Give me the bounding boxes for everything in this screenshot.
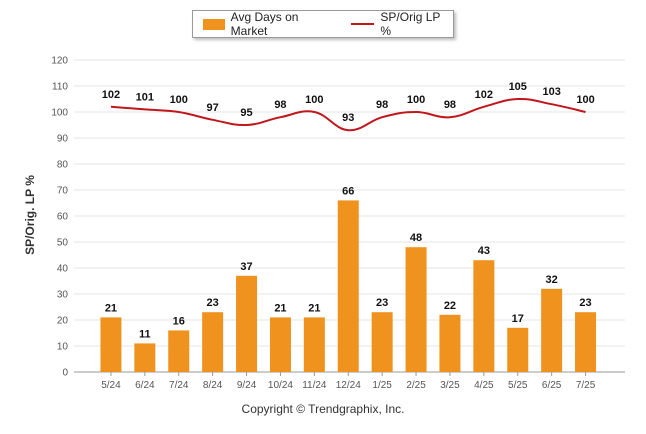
y-tick-label: 0	[62, 368, 68, 379]
legend-line-swatch	[350, 23, 375, 25]
legend-item-line: SP/Orig LP %	[337, 10, 453, 38]
line-data-label: 101	[136, 91, 154, 103]
line-series-sp-orig-lp	[110, 97, 586, 132]
x-tick-label: 6/25	[542, 380, 562, 391]
line-data-label: 97	[207, 102, 219, 114]
line-data-label: 102	[475, 89, 493, 101]
y-tick-label: 110	[52, 82, 68, 93]
bar-data-label: 22	[444, 300, 456, 312]
bar	[202, 312, 224, 372]
y-tick-label: 50	[57, 238, 69, 249]
line-data-label: 93	[342, 112, 354, 124]
bar	[236, 275, 258, 372]
y-tick-label: 20	[57, 316, 69, 327]
bar	[439, 314, 461, 372]
bar	[269, 317, 291, 372]
x-tick-label: 7/25	[576, 380, 596, 391]
line-data-label: 103	[542, 86, 560, 98]
bar-data-label: 48	[410, 232, 422, 244]
line-data-label: 98	[444, 99, 456, 111]
x-tick-label: 2/25	[406, 380, 426, 391]
bar	[507, 327, 529, 372]
bar-data-label: 11	[139, 328, 151, 340]
bar-data-label: 21	[274, 302, 286, 314]
legend-item-bar: Avg Days on Market	[193, 10, 337, 38]
line-data-label: 105	[509, 81, 527, 93]
bar-data-label: 23	[579, 297, 591, 309]
x-tick-label: 11/24	[302, 380, 327, 391]
line-data-label: 102	[102, 89, 120, 101]
bar	[541, 288, 563, 372]
bar	[303, 317, 325, 372]
line-data-label: 100	[576, 94, 594, 106]
x-tick-label: 1/25	[372, 380, 392, 391]
bar-data-label: 21	[105, 302, 117, 314]
bar	[100, 317, 122, 372]
y-tick-label: 60	[57, 212, 69, 223]
line-data-label: 98	[274, 99, 286, 111]
x-tick-label: 3/25	[440, 380, 460, 391]
bar-data-label: 17	[512, 313, 524, 325]
bar	[168, 330, 190, 372]
y-tick-label: 80	[57, 160, 69, 171]
y-tick-label: 10	[57, 342, 69, 353]
bar	[134, 343, 156, 372]
bar-data-label: 66	[342, 185, 354, 197]
copyright-text: Copyright © Trendgraphix, Inc.	[241, 402, 405, 416]
bar	[371, 312, 393, 372]
x-tick-label: 12/24	[336, 380, 361, 391]
x-tick-label: 6/24	[135, 380, 155, 391]
bar	[405, 247, 427, 372]
x-tick-label: 4/25	[474, 380, 494, 391]
bar-data-label: 32	[546, 274, 558, 286]
line-data-label: 95	[240, 107, 252, 119]
bar-data-label: 37	[240, 261, 252, 273]
legend-bar-label: Avg Days on Market	[230, 10, 299, 38]
line-data-label: 98	[376, 99, 388, 111]
legend-bar-swatch	[203, 18, 225, 30]
bar-data-label: 43	[478, 245, 490, 257]
x-tick-label: 8/24	[203, 380, 223, 391]
bar-data-label: 23	[207, 297, 219, 309]
line-data-label: 100	[407, 94, 425, 106]
x-tick-label: 10/24	[268, 380, 293, 391]
line-data-label: 100	[170, 94, 188, 106]
chart-legend: Avg Days on Market SP/Orig LP %	[192, 10, 454, 38]
x-tick-label: 9/24	[237, 380, 257, 391]
bar-data-label: 23	[376, 297, 388, 309]
bar-data-label: 21	[308, 302, 320, 314]
y-tick-label: 30	[57, 290, 69, 301]
bar	[337, 200, 359, 372]
bar-data-label: 16	[173, 315, 185, 327]
bar	[575, 312, 597, 372]
bar	[473, 260, 495, 372]
line-data-label: 100	[305, 94, 323, 106]
y-tick-label: 90	[57, 134, 69, 145]
x-tick-label: 7/24	[169, 380, 189, 391]
x-tick-label: 5/25	[508, 380, 528, 391]
legend-line-label: SP/Orig LP %	[380, 10, 441, 38]
x-tick-label: 5/24	[101, 380, 121, 391]
y-tick-label: 100	[51, 108, 68, 119]
y-tick-label: 70	[57, 186, 69, 197]
y-tick-label: 40	[57, 264, 69, 275]
y-tick-label: 120	[51, 56, 68, 67]
